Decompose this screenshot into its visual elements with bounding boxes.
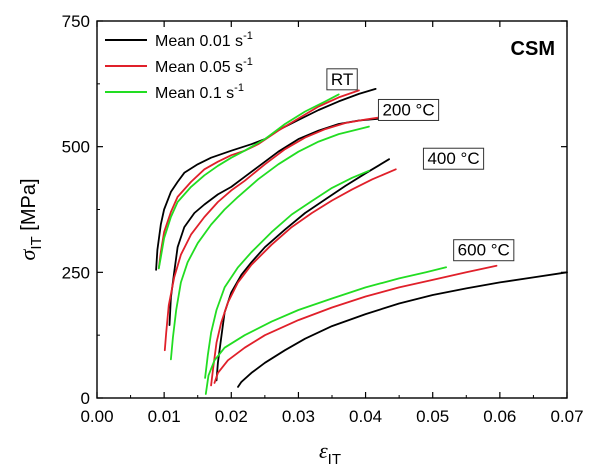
temperature-label-text-3: 600 °C (458, 241, 510, 260)
curves-layer (155, 88, 568, 395)
x-tick-label-7: 0.07 (550, 407, 583, 426)
x-axis-title-symbol: ε (319, 438, 328, 463)
temperature-label-1: 200 °C (377, 98, 440, 121)
temperature-label-text-0: RT (331, 70, 353, 89)
temperature-label-0: RT (326, 68, 358, 91)
series-line-1 (157, 89, 360, 270)
series-line-11 (204, 266, 447, 395)
y-axis-title-unit: [MPa] (18, 179, 40, 237)
x-tick-label-6: 0.06 (483, 407, 516, 426)
temperature-label-box-3 (453, 239, 515, 262)
y-tick-label-1: 250 (62, 263, 90, 282)
series-line-4 (163, 115, 387, 352)
x-tick-label-5: 0.05 (416, 407, 449, 426)
temperature-label-text-2: 400 °C (427, 149, 479, 168)
temperature-label-box-0 (326, 68, 358, 91)
axis-ticks: 0.00 0.01 0.02 0.03 0.04 0.05 0.06 0.07 0 250 500 7… (62, 12, 584, 426)
series-line-7 (210, 168, 397, 387)
temperature-label-box-1 (377, 98, 440, 121)
y-tick-label-0: 0 (81, 389, 90, 408)
y-axis-title-subscript: IT (28, 236, 45, 249)
y-tick-label-3: 750 (62, 12, 90, 31)
x-axis-title-subscript: IT (328, 451, 341, 468)
legend-text-main-1: Mean 0.05 s (155, 59, 243, 76)
x-tick-label-3: 0.03 (282, 407, 315, 426)
series-line-9 (237, 271, 568, 388)
series-line-6 (215, 158, 390, 382)
y-axis-title: σIT [MPa] (15, 179, 45, 261)
legend-text-main-0: Mean 0.01 s (155, 33, 243, 50)
series-line-10 (213, 264, 498, 384)
x-tick-label-4: 0.04 (349, 407, 382, 426)
y-axis-title-symbol: σ (15, 249, 40, 261)
legend-text-sup-0: -1 (243, 30, 253, 42)
series-line-5 (170, 125, 370, 361)
legend-text-2: Mean 0.1 s-1 (155, 82, 244, 102)
temperature-label-2: 400 °C (422, 147, 485, 170)
x-axis-title: εIT (319, 438, 341, 468)
temperature-label-box-2 (422, 147, 485, 170)
legend-text-0: Mean 0.01 s-1 (155, 30, 253, 50)
temperature-labels: RT 200 °C 400 °C 600 °C (326, 68, 515, 262)
legend-text-sup-2: -1 (234, 82, 244, 94)
corner-label: CSM (511, 38, 555, 60)
series-line-0 (155, 88, 377, 271)
legend-text-sup-1: -1 (243, 56, 253, 68)
legend-text-main-2: Mean 0.1 s (155, 85, 234, 102)
legend-text-1: Mean 0.05 s-1 (155, 56, 253, 76)
temperature-label-3: 600 °C (453, 239, 515, 262)
series-line-2 (157, 93, 340, 270)
temperature-label-text-1: 200 °C (382, 100, 434, 119)
x-tick-label-0: 0.00 (80, 407, 113, 426)
x-tick-label-2: 0.02 (215, 407, 248, 426)
x-tick-label-1: 0.01 (148, 407, 181, 426)
y-tick-label-2: 500 (62, 138, 90, 157)
series-line-8 (204, 169, 370, 379)
